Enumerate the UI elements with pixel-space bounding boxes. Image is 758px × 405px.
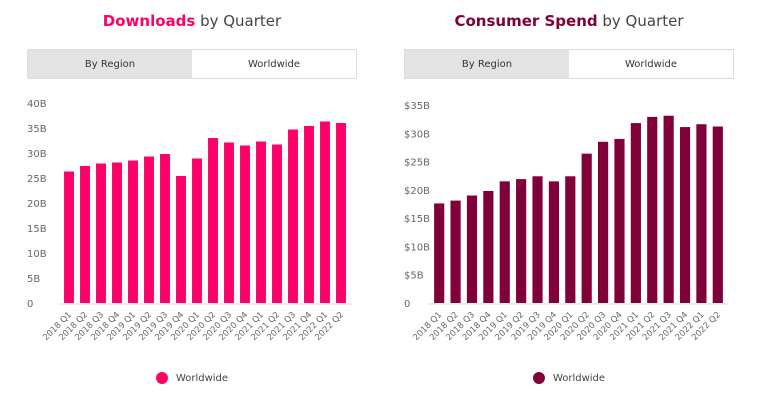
legend-swatch <box>155 372 168 384</box>
bar[interactable] <box>516 179 527 303</box>
y-tick-label: $10B <box>404 242 430 253</box>
y-tick-label: $15B <box>404 214 430 225</box>
y-tick-label: $30B <box>404 129 430 140</box>
bar[interactable] <box>614 138 625 303</box>
bar[interactable] <box>240 145 250 304</box>
bar[interactable] <box>532 176 543 303</box>
bar[interactable] <box>304 126 314 303</box>
bar[interactable] <box>548 181 559 303</box>
y-tick-label: 10B <box>27 249 47 260</box>
title-bold: Consumer Spend <box>454 12 598 30</box>
bar[interactable] <box>192 158 202 304</box>
legend: Worldwide <box>404 372 734 384</box>
bar[interactable] <box>128 160 138 304</box>
bar[interactable] <box>64 171 74 304</box>
bar[interactable] <box>288 129 298 304</box>
y-tick-label: 0 <box>404 299 410 310</box>
bar[interactable] <box>80 166 90 303</box>
bar[interactable] <box>565 176 576 303</box>
y-tick-label: 20B <box>27 199 47 210</box>
tab-by-region[interactable]: By Region <box>405 50 569 78</box>
y-tick-label: 5B <box>27 274 40 285</box>
bar[interactable] <box>144 156 154 304</box>
tab-worldwide[interactable]: Worldwide <box>569 50 733 78</box>
y-tick-label: 25B <box>27 174 47 185</box>
title-bold: Downloads <box>102 12 196 30</box>
title-rest: by Quarter <box>195 12 282 30</box>
y-tick-label: 35B <box>27 124 47 135</box>
tab-worldwide[interactable]: Worldwide <box>192 50 356 78</box>
bar[interactable] <box>598 141 609 303</box>
legend-swatch <box>532 372 545 384</box>
y-tick-label: $25B <box>404 158 430 169</box>
chart-title: Downloads by Quarter <box>27 12 357 30</box>
bar[interactable] <box>112 162 122 304</box>
bar[interactable] <box>663 115 674 304</box>
bar[interactable] <box>176 176 186 303</box>
bar[interactable] <box>483 190 494 303</box>
bar[interactable] <box>647 116 658 303</box>
consumer-spend-chart-panel: Consumer Spend by Quarter By Region Worl… <box>404 0 734 405</box>
title-rest: by Quarter <box>597 12 684 30</box>
y-tick-label: $5B <box>404 271 424 282</box>
legend: Worldwide <box>27 372 357 384</box>
bar[interactable] <box>696 124 707 303</box>
bar[interactable] <box>224 142 234 304</box>
bar[interactable] <box>160 154 170 303</box>
bar[interactable] <box>450 200 461 303</box>
bar[interactable] <box>499 181 510 303</box>
y-tick-label: 40B <box>27 99 47 110</box>
tab-bar: By Region Worldwide <box>404 49 734 79</box>
bar[interactable] <box>272 144 282 304</box>
legend-label: Worldwide <box>552 372 606 384</box>
bar[interactable] <box>581 153 592 303</box>
bar[interactable] <box>336 123 346 303</box>
bar[interactable] <box>679 127 691 303</box>
bar[interactable] <box>466 195 478 303</box>
tab-by-region[interactable]: By Region <box>28 50 192 78</box>
bar[interactable] <box>712 126 723 303</box>
bar[interactable] <box>96 163 106 304</box>
y-tick-label: 15B <box>27 224 47 235</box>
legend-label: Worldwide <box>175 372 229 384</box>
y-tick-label: 0 <box>27 299 33 310</box>
downloads-chart-panel: Downloads by Quarter By Region Worldwide… <box>27 0 357 405</box>
chart-title: Consumer Spend by Quarter <box>404 12 734 30</box>
bar[interactable] <box>320 121 330 304</box>
bar[interactable] <box>208 138 218 303</box>
bar[interactable] <box>630 123 641 303</box>
y-tick-label: $35B <box>404 101 430 112</box>
y-tick-label: 30B <box>27 149 47 160</box>
bar[interactable] <box>256 141 266 304</box>
y-tick-label: $20B <box>404 186 430 197</box>
bar[interactable] <box>434 203 445 303</box>
tab-bar: By Region Worldwide <box>27 49 357 79</box>
